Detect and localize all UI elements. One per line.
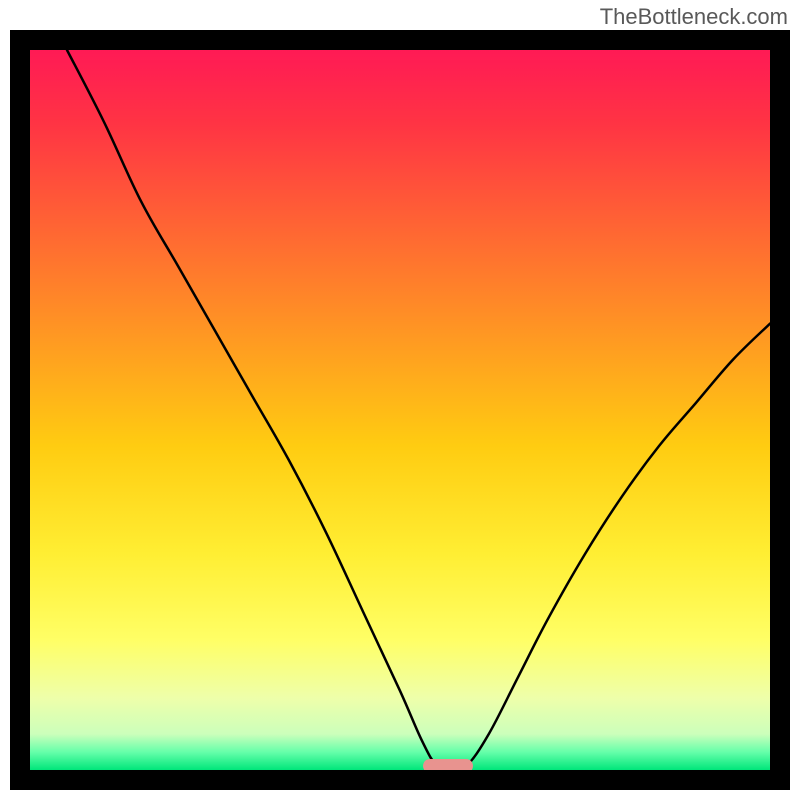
- curve-layer: [30, 50, 770, 770]
- optimum-marker: [423, 759, 473, 770]
- bottleneck-curve: [67, 50, 770, 769]
- chart-root: TheBottleneck.com: [0, 0, 800, 800]
- plot-area: [30, 50, 770, 770]
- watermark-text: TheBottleneck.com: [600, 4, 788, 30]
